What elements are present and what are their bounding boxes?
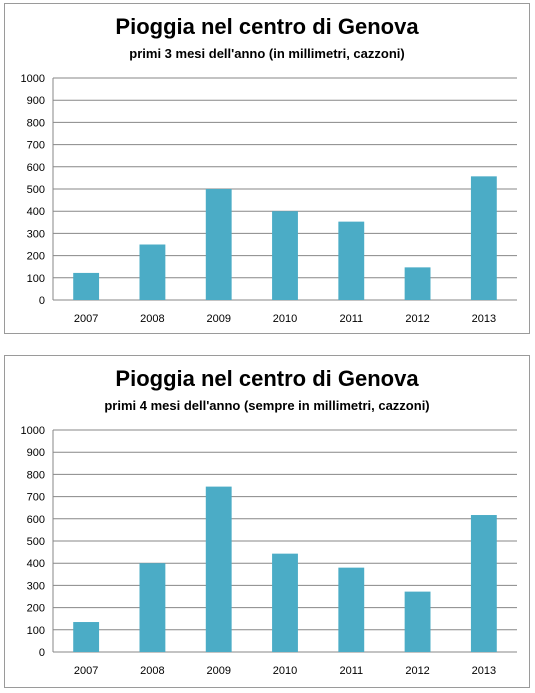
y-tick-label: 1000 (21, 73, 45, 85)
chart-title: Pioggia nel centro di Genova (115, 14, 419, 39)
x-tick-label: 2013 (472, 313, 496, 325)
y-tick-label: 900 (27, 447, 45, 459)
bar-2010 (272, 553, 298, 652)
bar-2013 (470, 176, 497, 300)
x-tick-label: 2011 (339, 313, 363, 325)
x-tick-label: 2008 (140, 313, 164, 325)
y-tick-label: 200 (27, 251, 45, 263)
x-tick-label: 2009 (206, 665, 230, 677)
x-tick-label: 2012 (405, 665, 429, 677)
bar-2012 (404, 267, 431, 300)
y-tick-label: 700 (27, 140, 45, 152)
bar-2008 (139, 563, 166, 652)
bar-chart-plot: 0 100 200 300 400 500 600 700 800 900 1000 2007 2008… (21, 425, 517, 677)
chart-panel-3-months: Pioggia nel centro di Genova primi 3 mes… (4, 3, 530, 334)
chart-panel-4-months: Pioggia nel centro di Genova primi 4 mes… (4, 355, 530, 688)
x-tick-label: 2010 (273, 313, 297, 325)
bar-2011 (338, 567, 365, 652)
bar-2010 (272, 211, 298, 300)
y-tick-label: 600 (27, 514, 45, 526)
x-tick-label: 2012 (405, 313, 429, 325)
y-tick-label: 300 (27, 580, 45, 592)
y-tick-label: 800 (27, 117, 45, 129)
bar-2009 (205, 486, 232, 652)
bar-2007 (73, 622, 100, 652)
y-tick-label: 100 (27, 625, 45, 637)
chart-subtitle: primi 3 mesi dell'anno (in millimetri, c… (129, 46, 405, 61)
y-tick-label: 1000 (21, 425, 45, 437)
bar-2011 (338, 221, 365, 300)
chart-title: Pioggia nel centro di Genova (115, 366, 419, 391)
x-tick-label: 2009 (206, 313, 230, 325)
bar-2012 (404, 591, 431, 652)
y-tick-label: 0 (39, 295, 45, 307)
x-tick-label: 2007 (74, 313, 98, 325)
x-tick-label: 2011 (339, 665, 363, 677)
bar-chart-plot: 0 100 200 300 400 500 600 700 800 900 1000 2007 2008… (21, 73, 517, 325)
bar-2013 (470, 515, 497, 652)
y-tick-label: 300 (27, 228, 45, 240)
bar-2009 (205, 189, 232, 300)
chart-subtitle: primi 4 mesi dell'anno (sempre in millim… (104, 398, 430, 413)
y-tick-label: 400 (27, 558, 45, 570)
y-tick-label: 600 (27, 162, 45, 174)
x-tick-label: 2008 (140, 665, 164, 677)
bar-2007 (73, 272, 100, 300)
y-tick-label: 200 (27, 603, 45, 615)
y-tick-label: 100 (27, 273, 45, 285)
y-tick-label: 700 (27, 492, 45, 504)
y-tick-label: 900 (27, 95, 45, 107)
y-tick-label: 800 (27, 469, 45, 481)
x-tick-label: 2013 (472, 665, 496, 677)
y-tick-label: 500 (27, 536, 45, 548)
x-tick-label: 2010 (273, 665, 297, 677)
y-tick-label: 0 (39, 647, 45, 659)
y-tick-label: 400 (27, 206, 45, 218)
y-tick-label: 500 (27, 184, 45, 196)
x-tick-label: 2007 (74, 665, 98, 677)
bar-2008 (139, 244, 166, 300)
